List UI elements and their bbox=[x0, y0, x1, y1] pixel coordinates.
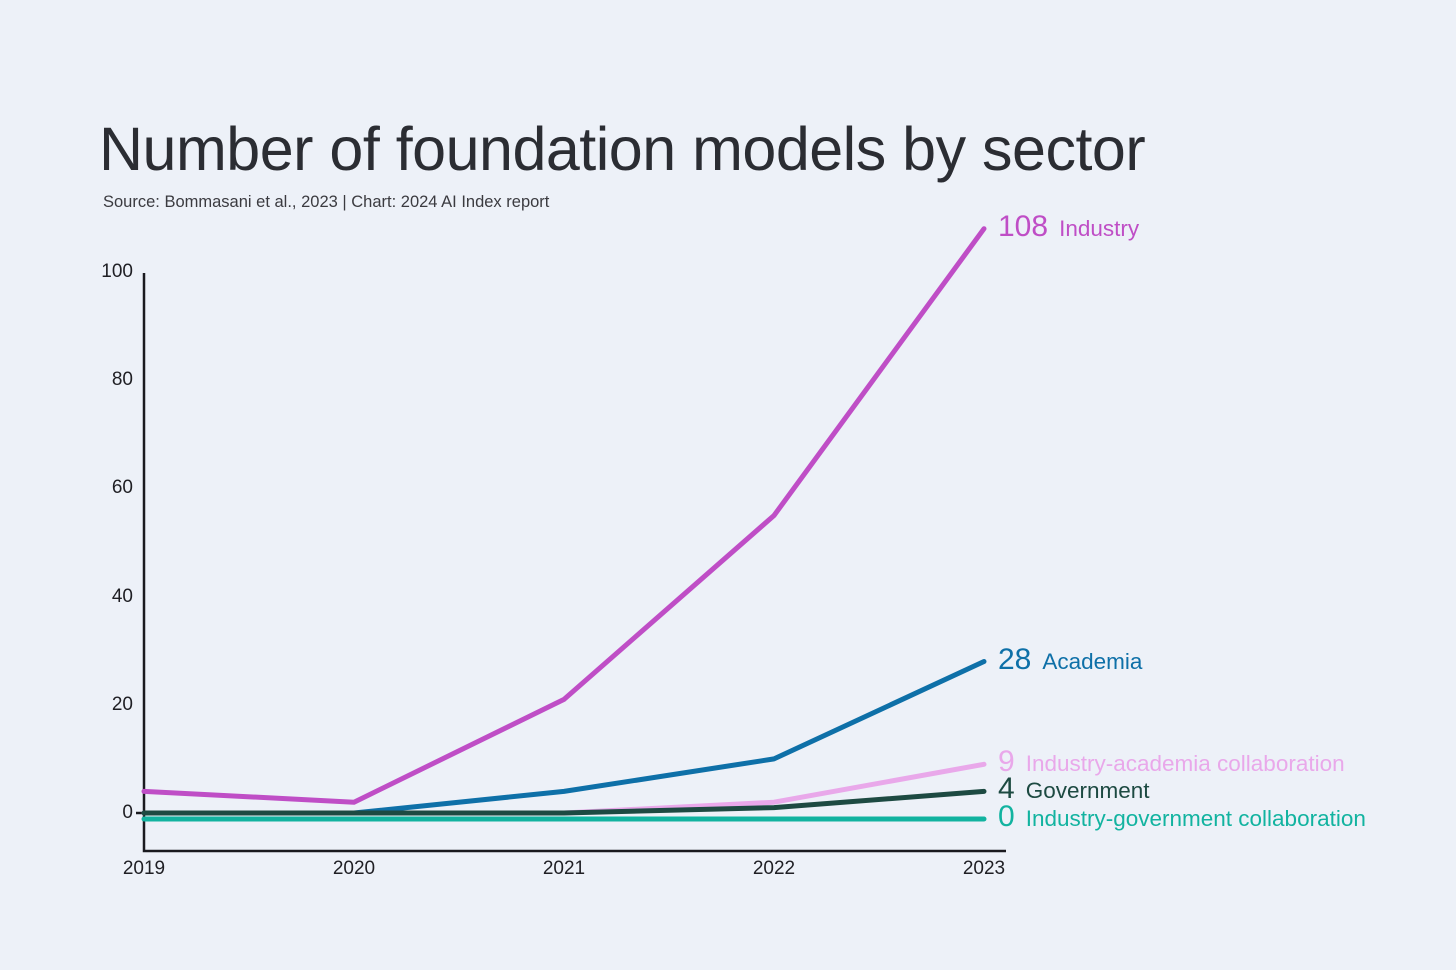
y-tick-label-0: 0 bbox=[122, 802, 133, 823]
line-industry bbox=[141, 226, 987, 805]
end-label-industry: 108 Industry bbox=[998, 210, 1139, 244]
axis-lines bbox=[142, 273, 1006, 853]
x-tick-label-2020: 2020 bbox=[332, 858, 376, 879]
y-tick-label-100: 100 bbox=[101, 261, 133, 282]
end-label-value: 28 bbox=[998, 642, 1032, 676]
end-label-value: 108 bbox=[998, 209, 1049, 243]
end-label-value: 0 bbox=[998, 800, 1015, 833]
end-label-value: 9 bbox=[998, 745, 1015, 779]
x-tick-label-2022: 2022 bbox=[752, 858, 796, 879]
line-industry-academia-collaboration bbox=[141, 761, 987, 816]
end-label-industry-government-collaboration: 0 Industry-government collaboration bbox=[998, 800, 1366, 834]
x-tick-label-2023: 2023 bbox=[962, 858, 1006, 879]
end-label-series-name: Academia bbox=[1042, 648, 1143, 674]
x-tick-label-2019: 2019 bbox=[122, 858, 166, 879]
end-label-series-name: Government bbox=[1025, 778, 1150, 804]
y-tick-label-60: 60 bbox=[111, 477, 133, 499]
chart-title: Number of foundation models by sector bbox=[99, 115, 1146, 183]
chart-subtitle: Source: Bommasani et al., 2023 | Chart: … bbox=[103, 193, 550, 211]
y-tick-label-80: 80 bbox=[111, 369, 133, 391]
y-tick-label-40: 40 bbox=[111, 585, 133, 607]
line-government bbox=[141, 788, 987, 816]
end-label-series-name: Industry bbox=[1059, 215, 1140, 241]
end-label-value: 4 bbox=[998, 772, 1015, 806]
x-tick-label-2021: 2021 bbox=[542, 858, 586, 879]
end-label-industry-academia-collaboration: 9 Industry-academia collaboration bbox=[998, 745, 1345, 779]
y-tick-label-20: 20 bbox=[111, 693, 133, 715]
end-label-government: 4 Government bbox=[998, 772, 1150, 806]
end-label-series-name: Industry-academia collaboration bbox=[1025, 751, 1345, 777]
end-label-academia: 28 Academia bbox=[998, 643, 1142, 677]
line-academia bbox=[141, 659, 987, 816]
end-label-series-name: Industry-government collaboration bbox=[1025, 806, 1366, 831]
